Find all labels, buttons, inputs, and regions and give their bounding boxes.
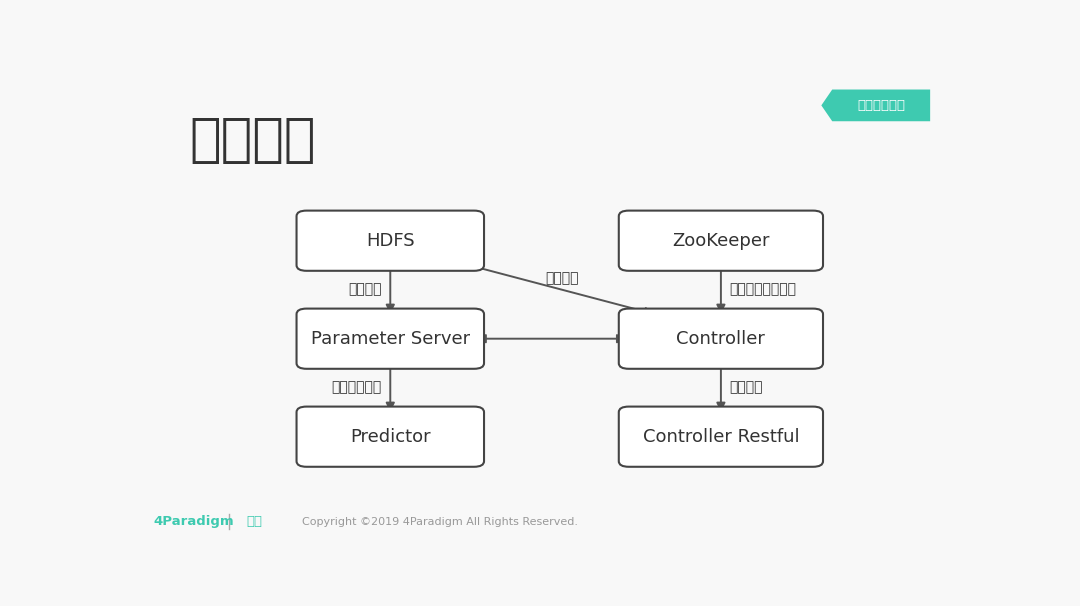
Text: 4Paradigm: 4Paradigm: [153, 515, 234, 528]
Text: 加载模型: 加载模型: [349, 282, 382, 297]
FancyBboxPatch shape: [619, 308, 823, 369]
Text: Controller: Controller: [676, 330, 766, 348]
FancyBboxPatch shape: [297, 308, 484, 369]
Text: 推荐系统学院: 推荐系统学院: [858, 99, 905, 112]
Text: Predictor: Predictor: [350, 428, 431, 445]
FancyBboxPatch shape: [297, 407, 484, 467]
Text: Parameter Server: Parameter Server: [311, 330, 470, 348]
FancyBboxPatch shape: [297, 211, 484, 271]
Text: Controller Restful: Controller Restful: [643, 428, 799, 445]
Text: 请求模型参数: 请求模型参数: [332, 381, 382, 395]
Text: Copyright ©2019 4Paradigm All Rights Reserved.: Copyright ©2019 4Paradigm All Rights Res…: [302, 516, 579, 527]
Text: 维持心跳: 维持心跳: [545, 271, 579, 285]
Text: ZooKeeper: ZooKeeper: [672, 231, 770, 250]
Text: 运维请求: 运维请求: [729, 381, 762, 395]
Text: 先荐: 先荐: [246, 515, 262, 528]
FancyBboxPatch shape: [619, 407, 823, 467]
Text: 线上预估: 线上预估: [189, 115, 316, 167]
FancyBboxPatch shape: [619, 211, 823, 271]
Polygon shape: [822, 90, 930, 121]
Text: HDFS: HDFS: [366, 231, 415, 250]
Text: 修改监控集群状态: 修改监控集群状态: [729, 282, 796, 297]
